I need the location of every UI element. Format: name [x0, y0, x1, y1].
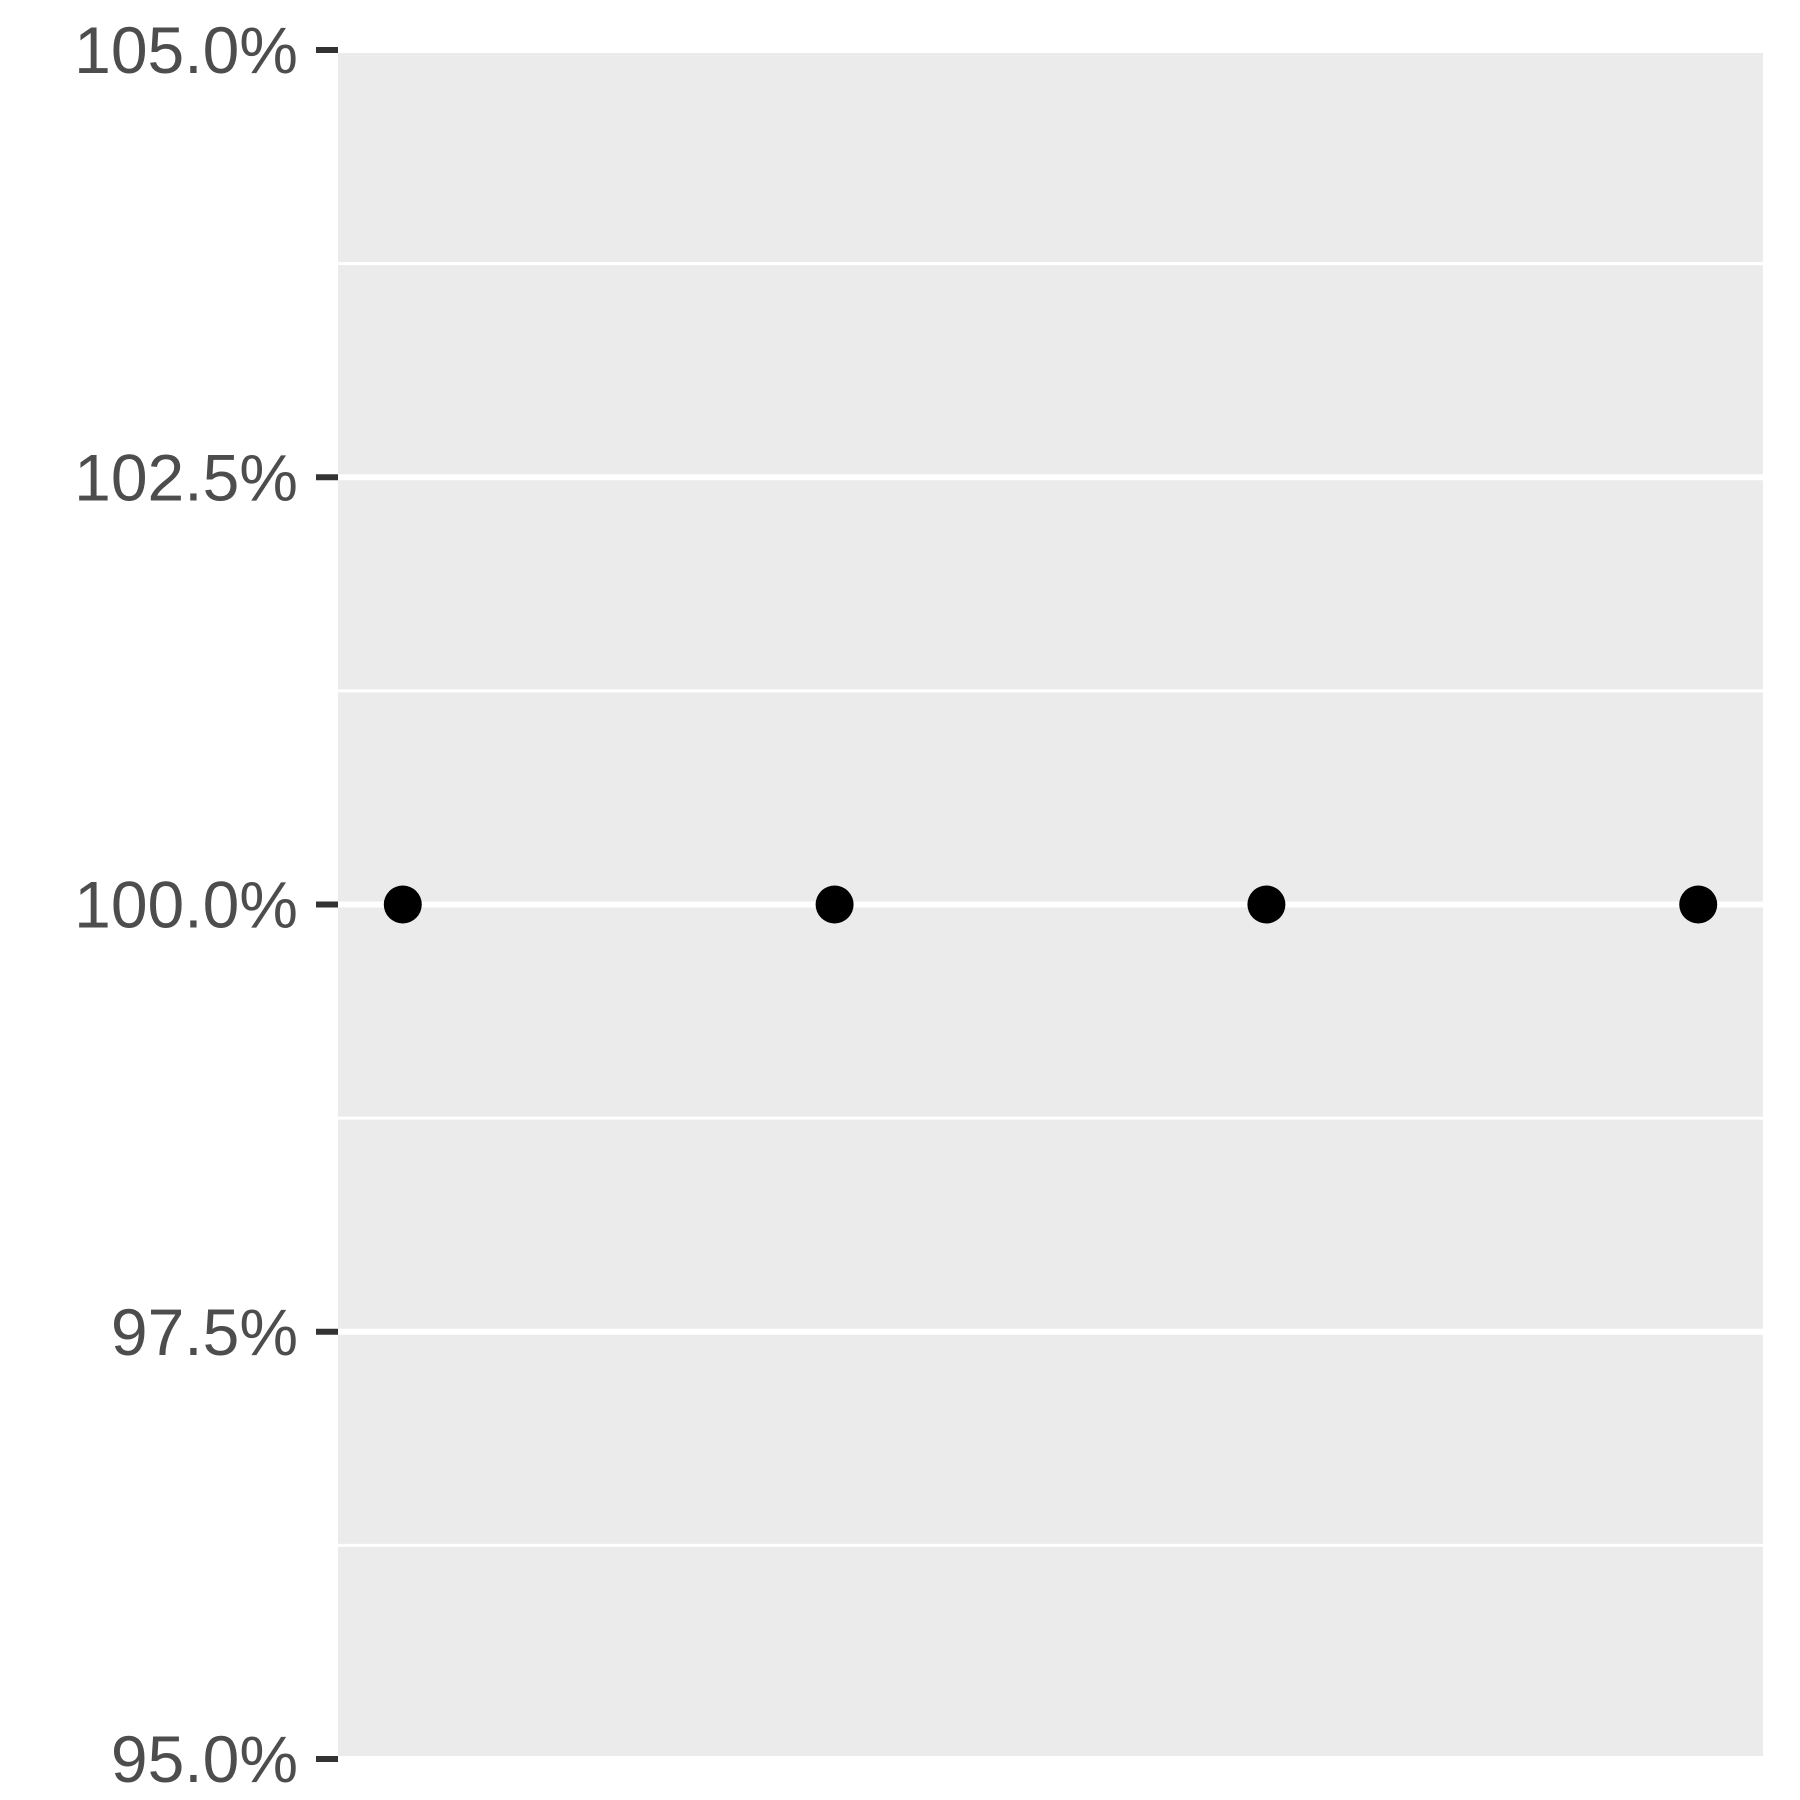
y-tick-label: 95.0%: [111, 1722, 298, 1796]
y-tick-label: 97.5%: [111, 1295, 298, 1369]
data-points: [383, 885, 1718, 924]
data-point: [1679, 885, 1718, 924]
data-point: [1247, 885, 1286, 924]
data-point: [383, 885, 422, 924]
y-tick-label: 105.0%: [74, 13, 298, 87]
y-tick-label: 102.5%: [74, 440, 298, 514]
data-point: [815, 885, 854, 924]
major-gridlines: [338, 47, 1763, 1762]
minor-gridlines: [338, 262, 1763, 1547]
y-tick-label: 100.0%: [74, 868, 298, 942]
y-axis: 95.0% 97.5% 100.0% 102.5% 105.0%: [74, 13, 338, 1796]
